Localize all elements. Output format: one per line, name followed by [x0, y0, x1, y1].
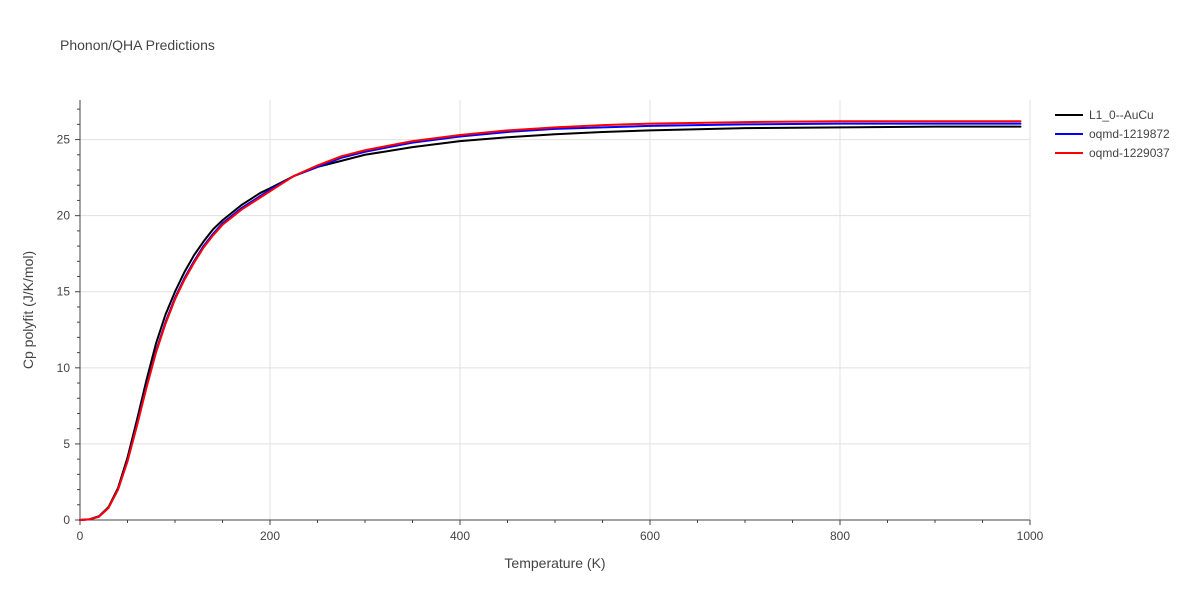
- legend-label-0: L1_0--AuCu: [1089, 108, 1154, 122]
- x-axis-title: Temperature (K): [504, 555, 605, 571]
- series-line-L1_0--AuCu: [79, 125, 1022, 521]
- x-tick-label-4: 800: [830, 529, 850, 543]
- y-tick-label-3: 15: [57, 285, 71, 299]
- series-lines: [79, 120, 1022, 521]
- series-line-oqmd-1219872: [79, 122, 1022, 521]
- axes: 0 200 400 600 800 1000 0 5 10 15 20 25: [57, 100, 1044, 543]
- x-tick-label-1: 200: [260, 529, 280, 543]
- y-tick-label-0: 0: [63, 513, 70, 527]
- chart-title: Phonon/QHA Predictions: [60, 37, 215, 53]
- series-line-oqmd-1229037: [79, 120, 1022, 521]
- x-tick-label-5: 1000: [1017, 529, 1044, 543]
- y-tick-label-2: 10: [57, 361, 71, 375]
- legend-label-1: oqmd-1219872: [1089, 127, 1170, 141]
- x-tick-label-3: 600: [640, 529, 660, 543]
- grid: [80, 100, 1031, 520]
- legend: L1_0--AuCu oqmd-1219872 oqmd-1229037: [1055, 108, 1170, 160]
- legend-label-2: oqmd-1229037: [1089, 146, 1170, 160]
- x-tick-label-0: 0: [77, 529, 84, 543]
- y-axis-title: Cp polyfit (J/K/mol): [20, 251, 36, 369]
- y-tick-label-5: 25: [57, 133, 71, 147]
- y-tick-label-1: 5: [63, 437, 70, 451]
- y-tick-label-4: 20: [57, 209, 71, 223]
- x-tick-label-2: 400: [450, 529, 470, 543]
